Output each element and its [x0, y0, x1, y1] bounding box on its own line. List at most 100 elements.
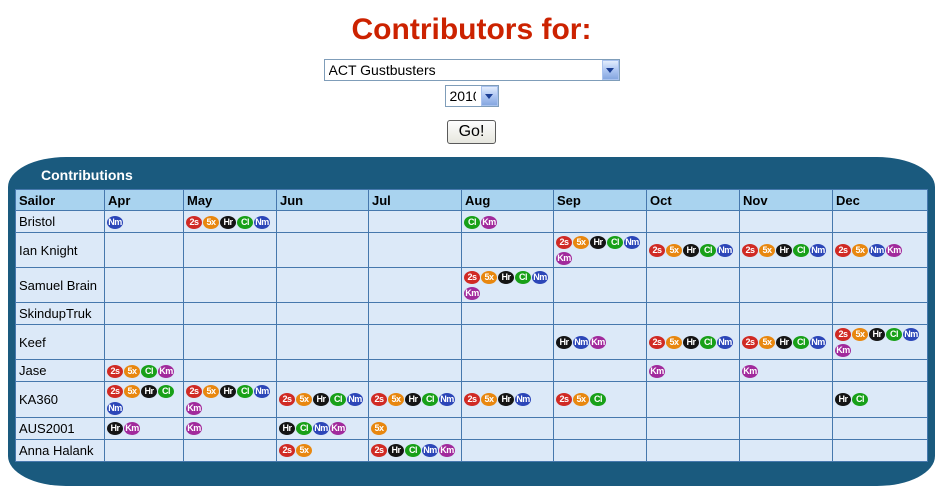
badge-km-icon: Km — [835, 344, 851, 358]
contribution-cell: Hr Km — [104, 416, 184, 440]
badge-cl-icon: Cl — [141, 364, 157, 378]
badge-2s-icon: 2s — [279, 444, 295, 458]
year-select-row: 2010 — [0, 85, 943, 107]
contribution-cell — [276, 302, 369, 326]
sailor-name: Samuel Brain — [15, 267, 105, 304]
badge-5x-icon: 5x — [852, 244, 868, 258]
badge-hr-icon: Hr — [279, 422, 295, 436]
badge-hr-icon: Hr — [388, 444, 404, 458]
badge-2s-icon: 2s — [835, 328, 851, 342]
badge-cl-icon: Cl — [793, 336, 809, 350]
sailor-name: AUS2001 — [15, 416, 105, 440]
contribution-cell — [553, 359, 647, 383]
badge-2s-icon: 2s — [556, 236, 572, 250]
badge-5x-icon: 5x — [481, 271, 497, 285]
badge-nm-icon: Nm — [347, 393, 363, 407]
contribution-cell — [104, 302, 184, 326]
badge-nm-icon: Nm — [254, 215, 270, 229]
badge-nm-icon: Nm — [532, 271, 548, 285]
badge-cl-icon: Cl — [422, 393, 438, 407]
contribution-cell — [832, 267, 928, 304]
go-button[interactable]: Go! — [446, 120, 497, 144]
column-header-jul: Jul — [368, 189, 462, 211]
column-header-aug: Aug — [461, 189, 554, 211]
badge-km-icon: Km — [742, 364, 758, 378]
contribution-cell — [646, 416, 740, 440]
contribution-cell: Hr Cl Nm Km — [276, 416, 369, 440]
contribution-cell — [276, 324, 369, 361]
contribution-cell — [276, 231, 369, 269]
contribution-cell — [739, 267, 833, 304]
badge-hr-icon: Hr — [683, 244, 699, 258]
contribution-cell — [368, 302, 462, 326]
badge-5x-icon: 5x — [852, 328, 868, 342]
badge-km-icon: Km — [186, 401, 202, 415]
contribution-cell: 2s 5x Nm Km — [832, 231, 928, 269]
contribution-cell — [368, 231, 462, 269]
contribution-cell — [183, 267, 277, 304]
contribution-cell: 2s 5x Cl Km — [104, 359, 184, 383]
badge-nm-icon: Nm — [254, 385, 270, 399]
column-header-dec: Dec — [832, 189, 928, 211]
badge-cl-icon: Cl — [700, 244, 716, 258]
badge-nm-icon: Nm — [869, 244, 885, 258]
contribution-cell: 2s 5x Hr Cl Nm Km — [832, 324, 928, 361]
column-header-may: May — [183, 189, 277, 211]
badge-cl-icon: Cl — [296, 422, 312, 436]
badge-hr-icon: Hr — [313, 393, 329, 407]
badge-hr-icon: Hr — [835, 393, 851, 407]
badge-km-icon: Km — [556, 252, 572, 266]
column-header-jun: Jun — [276, 189, 369, 211]
badge-2s-icon: 2s — [835, 244, 851, 258]
contribution-cell — [553, 302, 647, 326]
contribution-cell — [368, 210, 462, 233]
year-select[interactable]: 2010 — [444, 85, 499, 107]
badge-5x-icon: 5x — [388, 393, 404, 407]
badge-nm-icon: Nm — [717, 336, 733, 350]
panel-title: Contributions — [41, 167, 133, 183]
badge-cl-icon: Cl — [237, 385, 253, 399]
column-header-nov: Nov — [739, 189, 833, 211]
sailor-name: KA360 — [15, 381, 105, 418]
badge-cl-icon: Cl — [158, 385, 174, 399]
badge-2s-icon: 2s — [649, 244, 665, 258]
badge-nm-icon: Nm — [810, 336, 826, 350]
badge-km-icon: Km — [186, 422, 202, 436]
badge-hr-icon: Hr — [498, 393, 514, 407]
badge-cl-icon: Cl — [793, 244, 809, 258]
contribution-cell — [832, 438, 928, 462]
contribution-cell: Km — [646, 359, 740, 383]
contribution-cell — [368, 359, 462, 383]
badge-5x-icon: 5x — [759, 244, 775, 258]
badge-5x-icon: 5x — [481, 393, 497, 407]
contribution-cell — [183, 231, 277, 269]
badge-5x-icon: 5x — [666, 244, 682, 258]
badge-2s-icon: 2s — [742, 244, 758, 258]
badge-nm-icon: Nm — [439, 393, 455, 407]
contribution-cell — [832, 302, 928, 326]
badge-5x-icon: 5x — [203, 215, 219, 229]
badge-5x-icon: 5x — [203, 385, 219, 399]
badge-5x-icon: 5x — [296, 444, 312, 458]
badge-nm-icon: Nm — [107, 215, 123, 229]
badge-2s-icon: 2s — [186, 215, 202, 229]
contribution-cell — [646, 210, 740, 233]
contribution-cell — [646, 381, 740, 418]
contribution-cell: 5x — [368, 416, 462, 440]
table-row: SkindupTruk — [15, 302, 928, 326]
contribution-cell — [183, 438, 277, 462]
club-select[interactable]: ACT Gustbusters — [323, 59, 620, 81]
contribution-cell — [739, 302, 833, 326]
contribution-cell — [276, 359, 369, 383]
contribution-cell: 2s 5x Hr Cl Nm Km — [461, 267, 554, 304]
badge-cl-icon: Cl — [464, 215, 480, 229]
badge-2s-icon: 2s — [186, 385, 202, 399]
badge-2s-icon: 2s — [371, 393, 387, 407]
contribution-cell: 2s 5x Hr Cl Nm Km — [183, 381, 277, 418]
